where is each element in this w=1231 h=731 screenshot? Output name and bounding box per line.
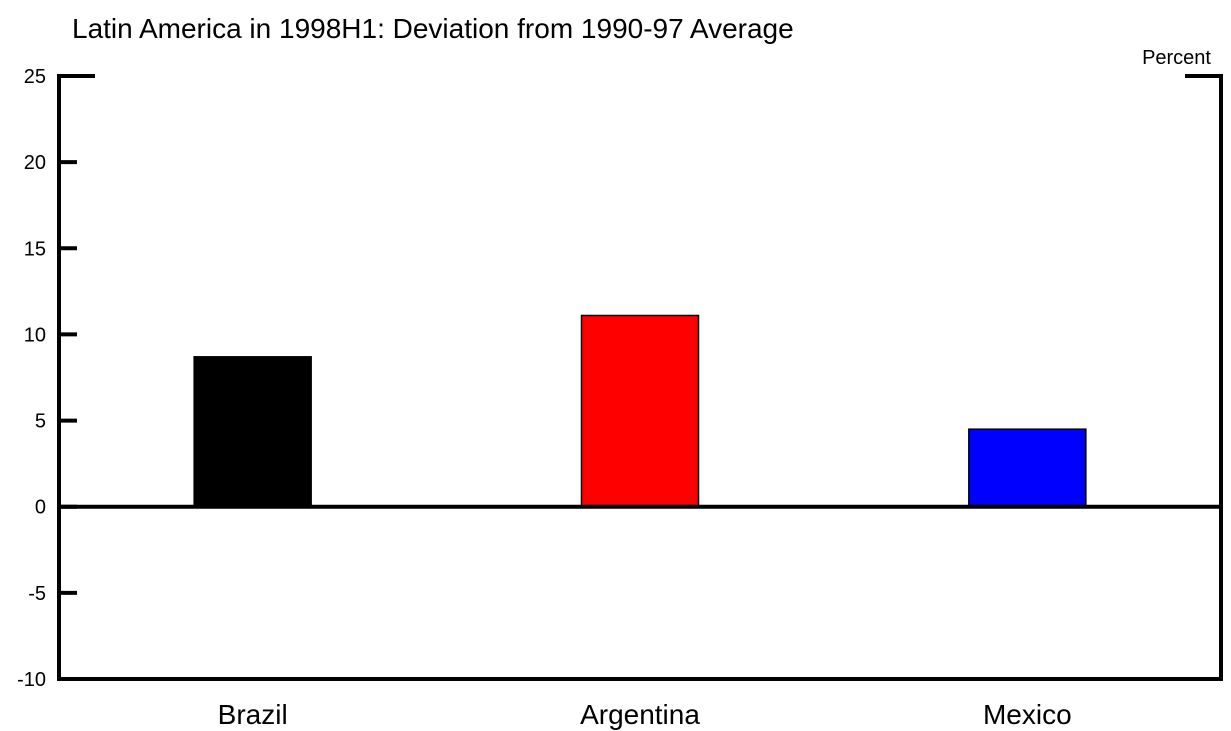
y-tick-label: 20 [24, 152, 46, 174]
y-tick-label: 15 [24, 238, 46, 260]
y-tick-label: 5 [35, 411, 46, 433]
unit-label: Percent [1142, 47, 1211, 69]
bar-mexico [968, 428, 1087, 508]
x-tick-label: Argentina [580, 699, 700, 730]
y-tick-label: 10 [24, 324, 46, 346]
chart-title: Latin America in 1998H1: Deviation from … [72, 13, 794, 44]
bar-brazil [193, 356, 312, 508]
y-axis-ticks: 25 20 15 10 5 0 -5 -10 [17, 66, 77, 691]
y-tick-label: 25 [24, 66, 46, 88]
plot-frame [57, 74, 1223, 681]
x-tick-label: Mexico [983, 699, 1072, 730]
y-tick-label: -5 [28, 583, 46, 605]
bars-group [59, 314, 1221, 509]
y-tick-label: -10 [17, 669, 46, 691]
x-tick-label: Brazil [218, 699, 288, 730]
bar-argentina [580, 314, 700, 508]
y-tick-label: 0 [35, 497, 46, 519]
x-axis-labels: Brazil Argentina Mexico [218, 699, 1072, 730]
